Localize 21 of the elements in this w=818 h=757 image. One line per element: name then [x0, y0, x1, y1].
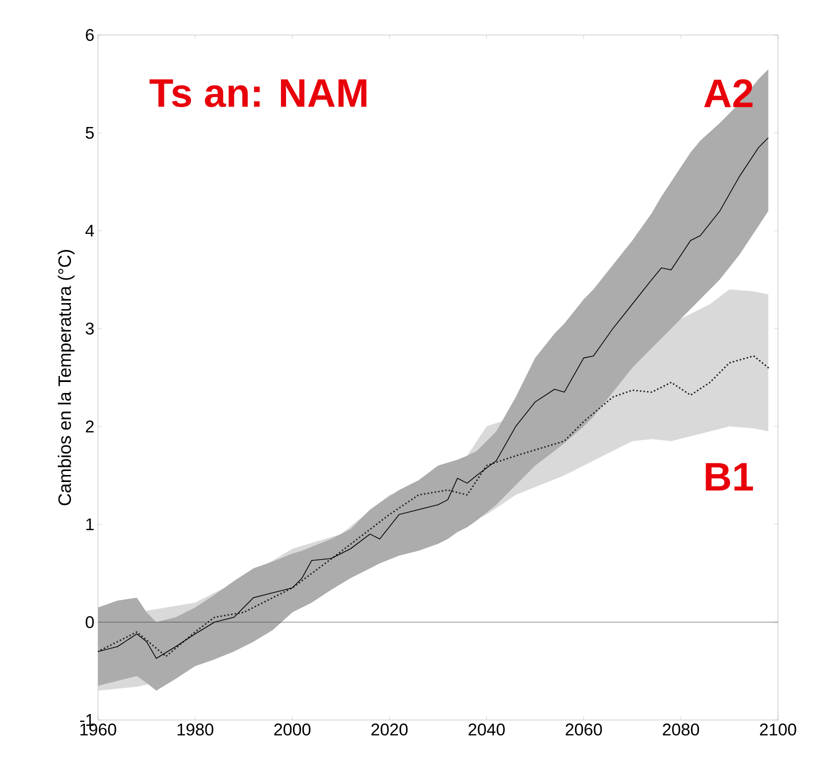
series-label: B1	[706, 463, 753, 491]
x-tick-label: 2000	[274, 724, 310, 736]
series-label: A2	[704, 79, 752, 108]
text: Ts an: NAM	[150, 79, 366, 108]
x-tick-label: 1960	[80, 724, 116, 736]
x-tick-label: 2020	[371, 724, 408, 736]
x-tick-label: 2040	[468, 724, 505, 736]
y-axis-title: Cambios en la Temperatura (°C)	[58, 250, 75, 506]
x-tick-label: 2100	[760, 724, 796, 736]
y-tick-label: 6	[86, 28, 94, 41]
y-tick-label: 0	[86, 616, 94, 628]
y-tick-label: -1	[80, 714, 94, 726]
line-series	[98, 355, 770, 658]
x-tick-label: 2080	[662, 724, 700, 736]
x-tick-label: 2060	[566, 724, 602, 736]
y-tick-label: 1	[86, 518, 94, 530]
y-tick-label: 3	[86, 322, 94, 335]
y-tick-label: 5	[86, 126, 94, 139]
y-tick-label: 4	[85, 224, 94, 237]
x-tick-label: 1980	[178, 724, 214, 736]
y-tick-label: 2	[86, 420, 94, 432]
